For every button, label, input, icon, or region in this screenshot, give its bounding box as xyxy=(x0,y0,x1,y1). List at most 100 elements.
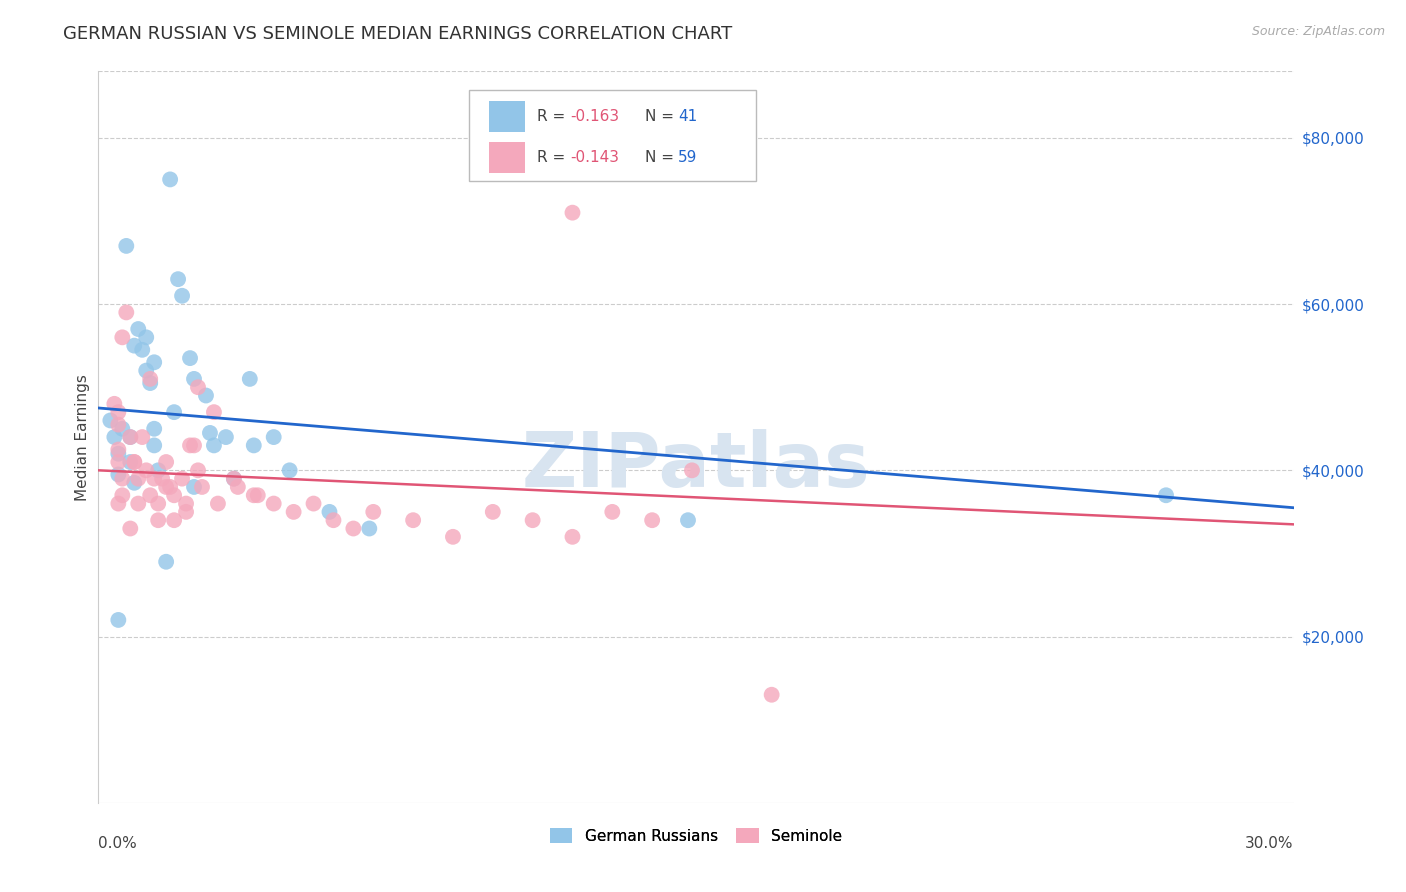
Point xyxy=(183,480,205,494)
Point xyxy=(183,372,205,386)
Point xyxy=(115,239,138,253)
Point xyxy=(120,521,142,535)
Point xyxy=(202,405,225,419)
Point xyxy=(207,497,229,511)
Point xyxy=(402,513,425,527)
Point xyxy=(322,513,344,527)
Point xyxy=(148,497,170,511)
FancyBboxPatch shape xyxy=(470,90,756,181)
Point xyxy=(107,417,129,432)
Point xyxy=(179,438,201,452)
FancyBboxPatch shape xyxy=(489,142,524,172)
Text: 30.0%: 30.0% xyxy=(1246,836,1294,851)
Point xyxy=(143,422,166,436)
Point xyxy=(120,455,142,469)
Text: R =: R = xyxy=(537,150,571,165)
Point xyxy=(183,438,205,452)
Point xyxy=(202,438,225,452)
Point xyxy=(163,488,186,502)
Point xyxy=(761,688,783,702)
Point xyxy=(215,430,238,444)
Point xyxy=(359,521,381,535)
Point xyxy=(111,330,134,344)
Point xyxy=(187,463,209,477)
Point xyxy=(107,405,129,419)
Point xyxy=(111,488,134,502)
Point xyxy=(148,513,170,527)
Point xyxy=(602,505,624,519)
Point xyxy=(163,513,186,527)
Text: ZIPatlas: ZIPatlas xyxy=(522,429,870,503)
Point xyxy=(155,480,177,494)
Point xyxy=(155,455,177,469)
Point xyxy=(127,472,149,486)
Text: Source: ZipAtlas.com: Source: ZipAtlas.com xyxy=(1251,25,1385,38)
Point xyxy=(239,372,262,386)
Text: N =: N = xyxy=(644,150,679,165)
Point xyxy=(124,455,146,469)
Point xyxy=(127,497,149,511)
Point xyxy=(482,505,505,519)
Point xyxy=(167,272,190,286)
Point xyxy=(107,447,129,461)
Point xyxy=(159,172,181,186)
Point xyxy=(120,430,142,444)
Point xyxy=(222,472,245,486)
Point xyxy=(172,472,194,486)
Point xyxy=(131,343,153,357)
Point xyxy=(226,480,249,494)
Point xyxy=(163,405,186,419)
Point xyxy=(139,488,162,502)
Point xyxy=(135,463,157,477)
Point xyxy=(243,488,266,502)
Point xyxy=(127,322,149,336)
Point xyxy=(143,355,166,369)
Point xyxy=(676,513,699,527)
Point xyxy=(103,397,125,411)
Point xyxy=(148,463,170,477)
Point xyxy=(120,430,142,444)
Point xyxy=(131,430,153,444)
Point xyxy=(143,472,166,486)
Point xyxy=(263,497,285,511)
Point xyxy=(124,455,146,469)
Point xyxy=(363,505,385,519)
Text: R =: R = xyxy=(537,110,571,124)
Point xyxy=(641,513,664,527)
Point xyxy=(243,438,266,452)
Point xyxy=(561,530,583,544)
Point xyxy=(111,422,134,436)
Point xyxy=(124,338,146,352)
Point xyxy=(561,205,583,219)
Point xyxy=(139,372,162,386)
Point xyxy=(107,455,129,469)
Point xyxy=(107,613,129,627)
Point xyxy=(681,463,703,477)
Point xyxy=(522,513,544,527)
Point xyxy=(107,442,129,457)
Point xyxy=(107,467,129,482)
Point xyxy=(150,472,173,486)
Point xyxy=(135,363,157,377)
Point xyxy=(302,497,325,511)
Point xyxy=(155,555,177,569)
Point xyxy=(103,430,125,444)
Point xyxy=(263,430,285,444)
Point xyxy=(139,376,162,390)
Point xyxy=(135,330,157,344)
Point xyxy=(195,388,218,402)
Text: -0.163: -0.163 xyxy=(571,110,620,124)
Point xyxy=(1154,488,1177,502)
Text: GERMAN RUSSIAN VS SEMINOLE MEDIAN EARNINGS CORRELATION CHART: GERMAN RUSSIAN VS SEMINOLE MEDIAN EARNIN… xyxy=(63,25,733,43)
FancyBboxPatch shape xyxy=(489,102,524,132)
Point xyxy=(115,305,138,319)
Point xyxy=(283,505,305,519)
Point xyxy=(172,289,194,303)
Y-axis label: Median Earnings: Median Earnings xyxy=(75,374,90,500)
Point xyxy=(174,497,197,511)
Point xyxy=(111,472,134,486)
Point xyxy=(441,530,464,544)
Point xyxy=(342,521,364,535)
Text: 0.0%: 0.0% xyxy=(98,836,138,851)
Point xyxy=(98,413,122,427)
